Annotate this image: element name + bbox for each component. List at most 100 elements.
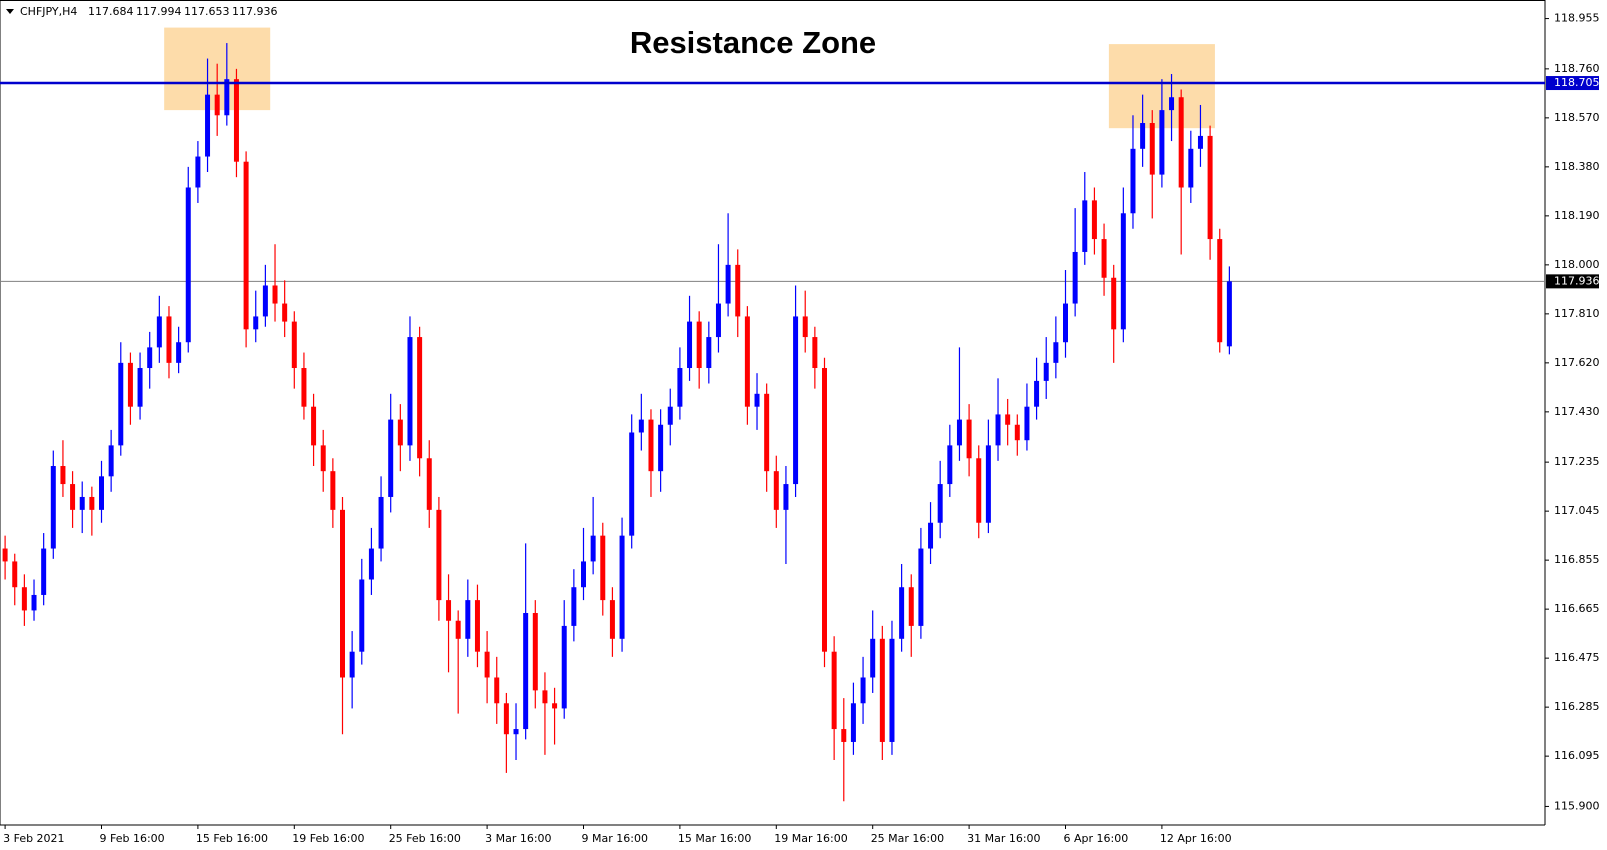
candle-body	[735, 264, 741, 317]
candle-body	[436, 509, 442, 601]
candle-body	[368, 548, 374, 580]
candle-body	[455, 620, 461, 639]
x-tick-label: 9 Mar 16:00	[582, 832, 648, 845]
candle-body	[359, 579, 365, 652]
candle-body	[378, 496, 384, 549]
candle-body	[1217, 239, 1223, 343]
candle-body	[340, 509, 345, 678]
y-tick-label: 117.620	[1554, 356, 1600, 369]
x-tick-label: 6 Apr 16:00	[1064, 832, 1129, 845]
candle-body	[966, 419, 972, 459]
candle-body	[147, 347, 153, 369]
candle-body	[1043, 362, 1049, 381]
candle-body	[609, 600, 615, 639]
candle-body	[282, 303, 288, 322]
candle-body	[407, 337, 413, 446]
candle-body	[2, 548, 8, 562]
candle-body	[205, 94, 211, 157]
candle-body	[687, 321, 693, 369]
candle-body	[41, 548, 47, 595]
candle-body	[1169, 97, 1175, 111]
candle-body	[561, 625, 567, 709]
candle-body	[1149, 123, 1155, 175]
candle-body	[706, 337, 712, 369]
candle-body	[542, 690, 548, 704]
candle-body	[60, 466, 66, 485]
candle-body	[272, 285, 278, 304]
candle-body	[1063, 303, 1068, 343]
candle-body	[1072, 251, 1078, 304]
candle-body	[311, 406, 317, 446]
candle-body	[301, 368, 307, 407]
candle-body	[195, 156, 201, 188]
x-tick-label: 25 Feb 16:00	[389, 832, 461, 845]
candle-body	[773, 471, 779, 510]
candle-body	[446, 600, 452, 621]
candle-body	[1005, 414, 1011, 425]
x-tick-label: 15 Mar 16:00	[678, 832, 751, 845]
candle-body	[224, 79, 230, 116]
candle-body	[1024, 406, 1030, 441]
candle-body	[12, 561, 18, 588]
candle-body	[1140, 123, 1146, 149]
menu-arrow[interactable]	[6, 9, 14, 14]
candle-body	[754, 393, 760, 407]
candle-body	[1120, 213, 1126, 330]
candle-body	[658, 424, 664, 472]
candle-body	[156, 316, 162, 348]
candle-body	[870, 638, 876, 678]
candle-body	[176, 342, 182, 363]
candle-body	[243, 161, 249, 330]
y-tick-label: 118.955	[1554, 12, 1600, 25]
x-tick-label: 19 Feb 16:00	[292, 832, 364, 845]
candle-body	[166, 316, 172, 363]
candle-body	[764, 393, 770, 472]
candle-body	[417, 337, 423, 459]
candle-body	[99, 476, 104, 510]
x-tick-label: 3 Mar 16:00	[485, 832, 551, 845]
candle-body	[937, 484, 943, 523]
candle-body	[349, 651, 355, 678]
candle-body	[629, 432, 635, 536]
y-tick-label: 117.430	[1554, 405, 1600, 418]
y-tick-label: 118.190	[1554, 209, 1600, 222]
candle-body	[793, 316, 799, 485]
candle-body	[619, 535, 625, 639]
candle-body	[985, 445, 991, 523]
candle-body	[532, 613, 538, 691]
candle-body	[185, 187, 191, 343]
price-label: 118.705	[1554, 76, 1600, 89]
candle-body	[995, 414, 1001, 446]
candle-body	[860, 677, 866, 704]
candle-body	[484, 651, 490, 678]
candle-body	[600, 535, 606, 601]
y-tick-label: 116.285	[1554, 700, 1600, 713]
chart-title: Resistance Zone	[630, 25, 876, 60]
candle-body	[291, 321, 297, 369]
header-low: 117.653	[184, 5, 230, 18]
header-open: 117.684	[88, 5, 134, 18]
y-tick-label: 118.000	[1554, 258, 1600, 271]
candle-body	[725, 264, 731, 304]
candle-body	[388, 419, 394, 497]
candle-body	[1111, 277, 1117, 330]
candle-body	[397, 419, 403, 446]
x-tick-label: 9 Feb 16:00	[100, 832, 165, 845]
candle-body	[79, 496, 85, 510]
candle-body	[320, 445, 326, 472]
symbol: CHFJPY,H4	[20, 5, 77, 18]
candle-body	[1082, 200, 1088, 252]
price-label-box	[1546, 76, 1599, 91]
x-tick-label: 25 Mar 16:00	[871, 832, 944, 845]
candle-body	[841, 729, 847, 742]
y-tick-label: 118.760	[1554, 62, 1600, 75]
candle-body	[822, 368, 827, 652]
bid-label-box	[1546, 274, 1599, 289]
x-tick-label: 12 Apr 16:00	[1160, 832, 1232, 845]
y-tick-label: 118.570	[1554, 111, 1600, 124]
header-close: 117.936	[232, 5, 278, 18]
candle-body	[1091, 200, 1097, 240]
candle-body	[552, 703, 558, 709]
candle-body	[330, 471, 336, 510]
